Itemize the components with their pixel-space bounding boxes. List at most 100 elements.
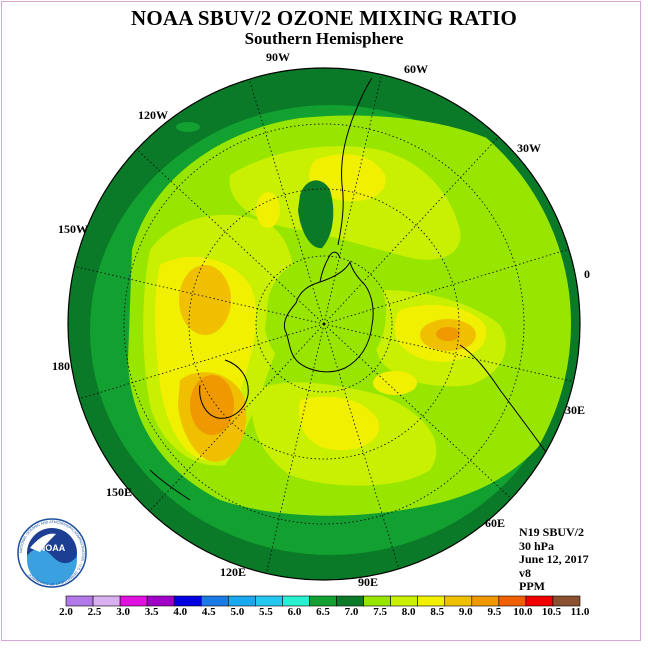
band-8-5-small-2 [373,371,417,395]
meridian-line [74,266,325,325]
colorbar-label: 2.0 [59,606,73,618]
colorbar-swatch [471,595,500,607]
colorbar-swatch [444,595,473,607]
lon-label-120e: 120E [220,565,246,579]
colorbar-label: 4.0 [173,606,188,618]
noaa-logo: NOAA NATIONAL OCEANIC AND ATMOSPHERIC AD… [17,518,87,588]
meridian-line [266,323,325,574]
south-america-coast [337,77,373,246]
colorbar-label: 10.0 [513,606,533,618]
colorbar-label: 5.0 [230,606,245,618]
info-version: v8 [519,565,531,580]
logo-wave [27,548,77,585]
lon-label-150w: 150W [58,222,88,236]
lon-label-60e: 60E [485,516,505,530]
band-7-0-tongue [298,180,334,249]
colorbar-swatch [417,595,446,607]
info-panel: N19 SBUV/2 30 hPa June 12, 2017 v8 PPM [519,525,589,594]
meridian-line [323,323,400,569]
lon-label-90w: 90W [266,50,290,64]
antarctic-peninsula [319,251,341,283]
meridian-line [323,323,512,499]
lon-label-150e: 150E [106,485,132,499]
colorbar-label: 11.0 [570,606,590,618]
latitude-circle-2 [188,188,460,460]
band-9-5-east [436,327,460,341]
colorbar [65,595,581,607]
colorbar-label: 9.5 [487,606,502,618]
latitude-circle-1 [255,255,393,393]
band-8-5-south [299,396,380,451]
meridian-line [323,136,499,325]
graticule [74,74,574,574]
info-units: PPM [519,579,545,593]
green-patch [176,122,200,132]
colorbar-label: 8.5 [430,606,445,618]
band-8-5-small [256,192,280,228]
colorbar-swatch [200,595,229,607]
colorbar-label: 7.0 [344,606,359,618]
colorbar-swatch [309,595,337,607]
meridian-line [136,149,325,325]
meridian-line [323,323,574,382]
antarctica-coast [283,260,374,373]
band-8-0-north [229,146,461,260]
map-boundary [67,67,581,581]
band-9-5-southwest [190,375,234,435]
meridian-lines [74,74,574,574]
colorbar-swatch [173,595,202,607]
lon-label-90e: 90E [358,575,378,589]
colorbar-swatch [498,595,527,607]
band-9-0-west [179,265,231,335]
image-frame [1,1,641,641]
lon-label-180: 180 [52,359,70,373]
colorbar-swatch [390,595,418,607]
colorbar-labels: 2.0 2.5 3.0 3.5 4.0 4.5 5.0 5.5 6.0 6.5 7.0 7.5 8.0 8… [0,606,648,622]
latitude-circle-3 [123,123,525,525]
colorbar-swatch [146,595,175,607]
colorbar-swatch [119,595,148,607]
colorbar-swatch [363,595,391,607]
africa-coast [459,344,549,456]
colorbar-label: 8.0 [401,606,416,618]
colorbar-swatch [336,595,364,607]
colorbar-label: 6.5 [316,606,330,618]
colorbar-swatch [255,595,283,607]
colorbar-label: 3.0 [116,606,130,618]
colorbar-swatch [282,595,310,607]
meridian-line [323,74,382,325]
longitude-labels: 90W 60W 30W 0 30E 60E 90E 120E 150E 180 … [52,50,590,589]
colorbar-label: 9.0 [458,606,473,618]
colorbar-label: 7.5 [373,606,387,618]
lon-label-30w: 30W [517,141,541,155]
colorbar-swatch [65,595,94,607]
meridian-line [149,323,325,512]
outer-ring [68,68,580,580]
lon-label-120w: 120W [138,108,168,122]
new-zealand-coast [149,469,191,501]
meridian-line [248,79,325,325]
colorbar-label: 10.5 [541,606,562,618]
colorbar-swatch [525,595,554,607]
colorbar-label: 4.5 [201,606,216,618]
ozone-contour-field [68,68,580,580]
logo-text: NOAA [39,543,66,553]
lon-label-0: 0 [584,267,590,281]
colorbar-swatch [228,595,256,607]
info-instrument: N19 SBUV/2 [519,525,585,539]
map-title: NOAA SBUV/2 OZONE MIXING RATIO [131,6,517,30]
colorbar-label: 5.5 [259,606,273,618]
colorbar-label: 2.5 [87,606,102,618]
info-level: 30 hPa [519,538,555,553]
colorbar-label: 6.0 [287,606,302,618]
colorbar-label: 3.5 [144,606,159,618]
map-subtitle: Southern Hemisphere [244,29,404,48]
australia-coast [199,359,249,419]
info-date: June 12, 2017 [519,552,589,566]
logo-bird [30,533,56,552]
meridian-line [323,248,569,325]
lon-label-60w: 60W [404,62,428,76]
lon-label-30e: 30E [565,403,585,417]
meridian-line [79,323,325,400]
